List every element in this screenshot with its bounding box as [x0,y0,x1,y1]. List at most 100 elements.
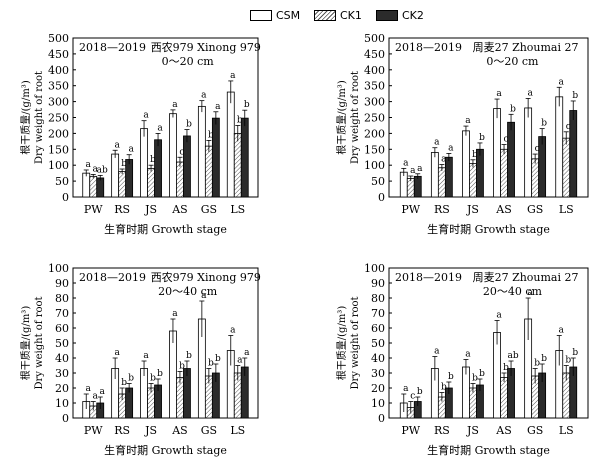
bar-csm [462,130,470,198]
chart-subtitle: 20～40 cm [158,285,218,298]
bar-ck2 [569,110,578,198]
significance-letter: a [434,138,440,148]
significance-letter: b [503,363,509,373]
x-axis-label: 生育时期 Growth stage [104,443,227,457]
y-axis-label-cn: 根干质量/(g/m³) [335,80,348,155]
bar-ck1 [469,163,477,198]
x-tick-label: GS [201,424,217,437]
chart-subtitle: 0～20 cm [486,55,539,68]
y-tick-label: 80 [371,292,385,305]
bar-ck1 [531,158,540,198]
x-tick-label: AS [495,424,511,437]
significance-letter: a [230,326,236,336]
significance-letter: b [441,383,447,393]
y-tick-label: 20 [371,382,385,395]
bar-csm [197,105,206,198]
y-tick-label: 30 [371,367,385,380]
significance-letter: a [237,356,243,366]
significance-letter: b [186,120,192,130]
significance-letter: a [410,166,416,176]
y-tick-label: 60 [371,322,385,335]
bar-csm [82,172,91,198]
significance-letter: a [172,309,178,319]
significance-letter: a [244,348,250,358]
significance-letter: b [150,155,156,165]
chart-title: 周麦27 Zhoumai 27 [473,41,579,54]
y-tick-label: 90 [371,277,385,290]
significance-letter: a [143,351,149,361]
y-tick-label: 250 [364,112,385,125]
legend-swatch-open [250,10,272,21]
y-tick-label: 100 [48,262,69,275]
chart-title: 西农979 Xinong 979 [151,40,261,54]
bar-csm [524,107,533,198]
legend-label: CSM [276,9,301,22]
y-axis-label-en: Dry weight of root [34,71,45,164]
x-tick-label: RS [114,203,130,216]
y-tick-label: 60 [55,322,69,335]
bar-ck1 [147,167,155,198]
significance-letter: b [208,130,214,140]
y-tick-label: 100 [364,159,385,172]
legend-swatch-solid [376,10,398,21]
y-tick-label: 200 [364,127,385,140]
significance-letter: a [434,347,440,357]
x-axis-label: 生育时期 Growth stage [427,222,550,236]
y-tick-label: 70 [371,307,385,320]
bar-ck1 [233,132,242,198]
y-axis-label-en: Dry weight of root [34,296,45,389]
significance-letter: a [496,311,502,321]
significance-letter: b [150,374,156,384]
significance-letter: a [215,102,221,112]
y-tick-label: 0 [62,412,69,425]
significance-letter: b [157,369,163,379]
significance-letter: b [179,362,185,372]
significance-letter: b [208,359,214,369]
y-tick-label: 300 [48,96,69,109]
bar-ck1 [406,178,415,198]
y-tick-label: 350 [364,80,385,93]
x-tick-label: LS [559,424,574,437]
bar-csm [226,91,235,198]
y-tick-label: 500 [48,32,69,45]
x-axis-label: 生育时期 Growth stage [427,443,550,457]
x-tick-label: RS [114,424,130,437]
y-tick-label: 200 [48,127,69,140]
y-tick-label: 400 [364,64,385,77]
y-tick-label: 50 [55,337,69,350]
y-axis-label-en: Dry weight of root [350,71,361,164]
year-label: 2018—2019 [79,41,146,54]
x-tick-label: JS [144,424,157,437]
significance-letter: a [157,123,163,133]
significance-letter: b [572,91,578,101]
significance-letter: a [172,100,178,110]
bar-csm [169,113,177,198]
significance-letter: a [527,88,533,98]
bar-ck1 [437,167,446,198]
significance-letter: a [465,116,471,126]
significance-letter: a [417,164,423,174]
y-tick-label: 80 [55,292,69,305]
significance-letter: a [559,77,565,87]
significance-letter: c [566,122,571,132]
significance-letter: ab [507,351,518,361]
y-tick-label: 100 [364,262,385,275]
bar-ck1 [176,377,184,419]
y-tick-label: 250 [48,112,69,125]
bar-csm [462,366,470,419]
significance-letter: a [86,160,92,170]
bar-ck1 [562,137,571,198]
significance-letter: b [128,374,134,384]
bar-csm [111,153,120,198]
significance-letter: b [510,104,516,114]
bar-csm [555,96,564,198]
significance-letter: b [244,100,250,110]
significance-letter: a [465,350,471,360]
bar-ck1 [500,148,508,198]
chart-subtitle: 0～20 cm [162,55,215,68]
chart-title: 周麦27 Zhoumai 27 [473,271,579,284]
significance-letter: b [565,356,571,366]
x-tick-label: JS [466,424,479,437]
